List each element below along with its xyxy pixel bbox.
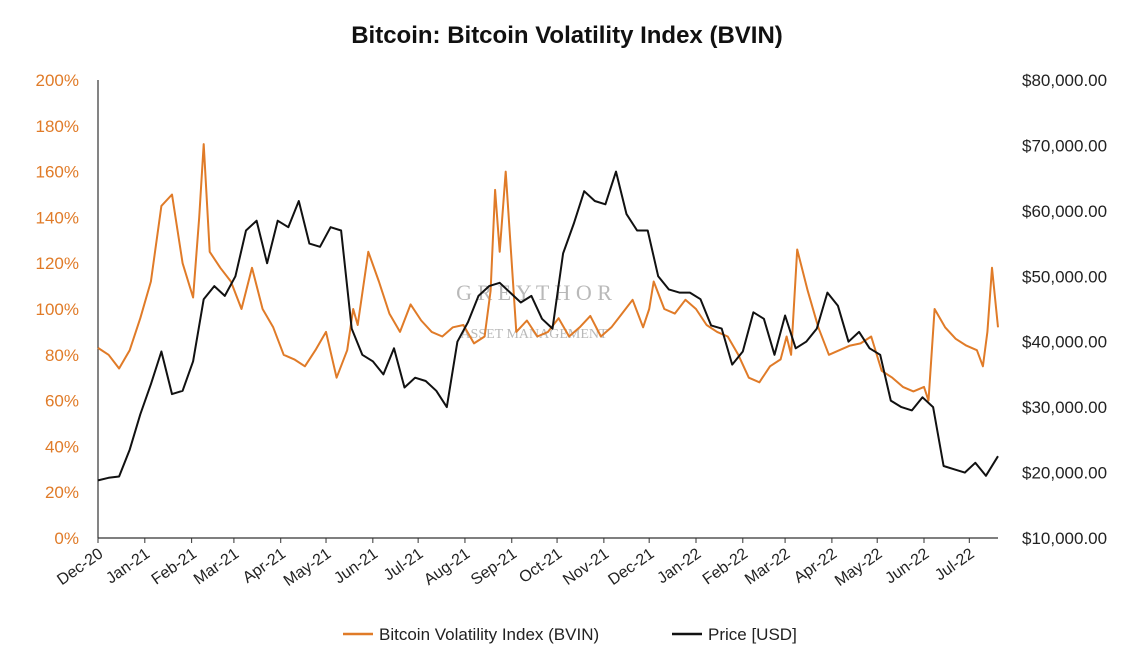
x-tick-label: Jun-22 (882, 545, 932, 587)
x-tick-label: Jun-21 (331, 545, 381, 587)
x-tick-label: Dec-20 (54, 545, 106, 589)
y-right-tick-label: $50,000.00 (1022, 267, 1107, 286)
x-tick-label: Sep-21 (468, 545, 520, 589)
y-left-tick-label: 200% (36, 71, 79, 90)
x-tick-label: Nov-21 (560, 545, 612, 589)
series-line-bvin (97, 143, 999, 402)
y-left-tick-label: 100% (36, 300, 79, 319)
x-tick-label: Oct-21 (516, 545, 565, 587)
x-tick-label: Dec-21 (605, 545, 657, 589)
watermark-line2: ASSET MANAGEMENT (460, 327, 608, 342)
y-left-tick-label: 120% (36, 254, 79, 273)
y-right-tick-label: $40,000.00 (1022, 333, 1107, 352)
x-tick-label: Feb-21 (149, 545, 200, 588)
y-left-tick-label: 40% (45, 437, 79, 456)
legend-label: Price [USD] (708, 625, 797, 644)
y-left-tick-label: 140% (36, 208, 79, 227)
y-left-tick-label: 160% (36, 163, 79, 182)
y-right-tick-label: $10,000.00 (1022, 529, 1107, 548)
legend-label: Bitcoin Volatility Index (BVIN) (379, 625, 599, 644)
x-tick-label: Jan-22 (654, 545, 704, 587)
y-right-tick-label: $30,000.00 (1022, 398, 1107, 417)
x-tick-label: Apr-21 (240, 545, 289, 587)
y-right-tick-label: $80,000.00 (1022, 71, 1107, 90)
x-tick-label: Jul-21 (381, 545, 427, 584)
y-left-tick-label: 180% (36, 117, 79, 136)
y-left-tick-label: 60% (45, 392, 79, 411)
watermark: G R E Y T H O R ASSET MANAGEMENT (456, 280, 612, 342)
y-right-tick-label: $20,000.00 (1022, 464, 1107, 483)
legend-item-price: Price [USD] (672, 625, 797, 644)
series-line-price (97, 170, 999, 482)
y-left-tick-label: 80% (45, 346, 79, 365)
x-tick-label: Mar-21 (191, 545, 242, 588)
legend-item-bvin: Bitcoin Volatility Index (BVIN) (343, 625, 599, 644)
x-tick-label: Jan-21 (103, 545, 153, 587)
y-right-tick-label: $70,000.00 (1022, 136, 1107, 155)
x-tick-label: Apr-22 (791, 545, 840, 587)
x-tick-label: Aug-21 (421, 545, 473, 589)
x-tick-label: Jul-22 (932, 545, 978, 584)
x-tick-label: Mar-22 (742, 545, 793, 588)
legend: Bitcoin Volatility Index (BVIN) Price [US… (343, 625, 797, 644)
y-left-tick-label: 0% (54, 529, 79, 548)
y-right-tick-label: $60,000.00 (1022, 202, 1107, 221)
series-layer (97, 143, 999, 482)
x-tick-label: Feb-22 (700, 545, 751, 588)
x-tick-label: May-21 (281, 545, 335, 590)
x-tick-label: May-22 (832, 545, 886, 590)
chart-title: Bitcoin: Bitcoin Volatility Index (BVIN) (351, 22, 783, 49)
y-left-tick-label: 20% (45, 483, 79, 502)
